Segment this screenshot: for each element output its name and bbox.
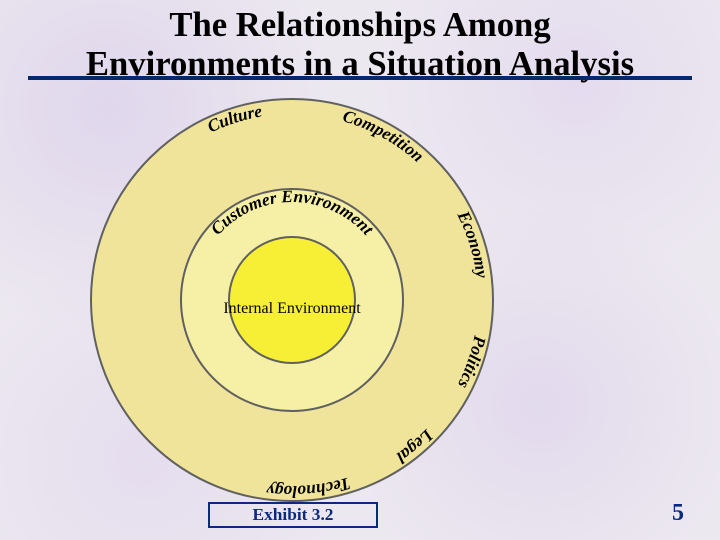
title-line-1: The Relationships Among (0, 6, 720, 45)
slide-page: The Relationships AmongEnvironments in a… (0, 0, 720, 540)
slide-number: 5 (672, 500, 684, 527)
exhibit-caption-box: Exhibit 3.2 (208, 502, 378, 528)
internal-environment-label: Internal Environment (202, 300, 382, 318)
concentric-diagram: Internal Environment Customer Environmen… (0, 78, 720, 498)
exhibit-caption-text: Exhibit 3.2 (253, 505, 334, 525)
slide-title: The Relationships AmongEnvironments in a… (0, 6, 720, 84)
